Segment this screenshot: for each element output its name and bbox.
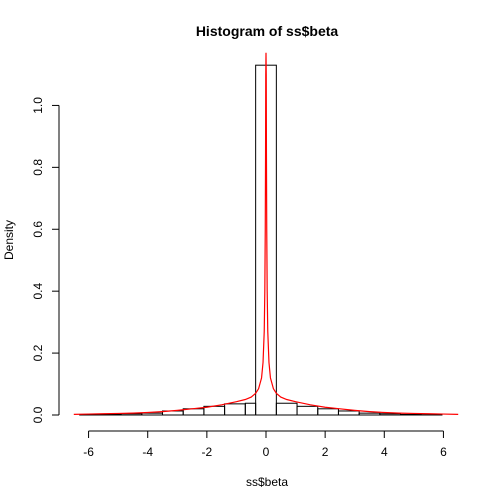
y-tick-label-2: 0.4 [31, 283, 45, 300]
histogram-bar-11 [275, 402, 298, 416]
y-tick-label-4: 0.8 [31, 159, 45, 176]
x-tick-label-2: -2 [202, 445, 213, 459]
histogram-bar-12 [296, 405, 319, 416]
histogram-bar-2 [99, 413, 122, 416]
histogram-bar-3 [120, 413, 143, 416]
histogram-bar-13 [317, 408, 339, 416]
x-axis-label: ss$beta [246, 475, 288, 489]
x-tick-label-3: 0 [263, 445, 270, 459]
y-tick-label-0: 0.0 [31, 406, 45, 423]
histogram-bar-9 [244, 402, 257, 416]
y-tick-label-3: 0.6 [31, 221, 45, 238]
y-tick-label-5: 1.0 [31, 97, 45, 114]
histogram-bar-8 [224, 403, 246, 416]
histogram-bar-17 [400, 413, 422, 416]
y-axis: 0.0 0.2 0.4 0.6 0.8 1.0 [31, 97, 60, 423]
density-curve [73, 52, 459, 415]
histogram-bar-15 [358, 412, 381, 416]
histogram-bars [79, 64, 443, 416]
y-axis-label: Density [2, 220, 16, 260]
chart-title: Histogram of ss$beta [196, 23, 339, 39]
x-tick-label-5: 4 [381, 445, 388, 459]
x-tick-label-0: -6 [83, 445, 94, 459]
histogram-bar-4 [141, 412, 164, 416]
x-tick-label-6: 6 [440, 445, 447, 459]
x-tick-label-1: -4 [142, 445, 153, 459]
histogram-bar-16 [379, 413, 402, 416]
y-tick-label-1: 0.2 [31, 344, 45, 361]
x-tick-label-4: 2 [322, 445, 329, 459]
x-axis: -6 -4 -2 0 2 4 6 [83, 430, 447, 459]
histogram-bar-14 [337, 410, 360, 416]
density-curve-line [73, 52, 459, 415]
